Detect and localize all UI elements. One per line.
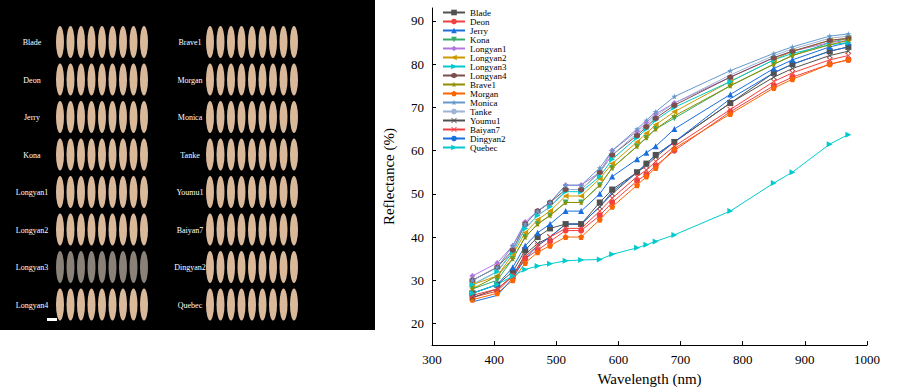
svg-text:Baiyan7: Baiyan7	[177, 226, 204, 235]
svg-text:900: 900	[795, 352, 815, 367]
svg-text:400: 400	[484, 352, 504, 367]
svg-text:20: 20	[411, 316, 424, 331]
svg-text:40: 40	[411, 230, 424, 245]
svg-text:Blade: Blade	[23, 38, 42, 47]
svg-text:Youmu1: Youmu1	[176, 188, 203, 197]
svg-text:Longyan1: Longyan1	[16, 188, 48, 197]
svg-text:Longyan3: Longyan3	[16, 263, 48, 272]
svg-text:Reflectance (%): Reflectance (%)	[381, 128, 398, 225]
svg-text:Morgan: Morgan	[470, 88, 499, 99]
svg-text:Wavelength (nm): Wavelength (nm)	[597, 371, 701, 388]
svg-text:Jerry: Jerry	[24, 113, 40, 122]
svg-text:Brave1: Brave1	[178, 38, 201, 47]
svg-text:Longyan4: Longyan4	[470, 70, 507, 81]
svg-text:80: 80	[411, 57, 424, 72]
svg-text:60: 60	[411, 143, 424, 158]
svg-text:Kona: Kona	[470, 34, 490, 45]
svg-text:50: 50	[411, 186, 424, 201]
svg-text:Dingyan2: Dingyan2	[174, 263, 206, 272]
svg-text:300: 300	[422, 352, 442, 367]
svg-text:Kona: Kona	[23, 151, 41, 160]
svg-text:Baiyan7: Baiyan7	[470, 124, 500, 135]
svg-text:Brave1: Brave1	[470, 79, 496, 90]
svg-text:Deon: Deon	[470, 16, 490, 27]
svg-text:600: 600	[609, 352, 629, 367]
svg-text:Longyan2: Longyan2	[16, 226, 48, 235]
svg-text:Quebec: Quebec	[178, 301, 203, 310]
svg-text:Monica: Monica	[470, 97, 498, 108]
svg-text:Deon: Deon	[23, 76, 40, 85]
svg-text:1000: 1000	[854, 352, 880, 367]
svg-text:800: 800	[733, 352, 753, 367]
svg-text:90: 90	[411, 13, 424, 28]
svg-text:Longyan4: Longyan4	[16, 301, 48, 310]
svg-text:Tanke: Tanke	[180, 151, 200, 160]
svg-text:Youmu1: Youmu1	[470, 115, 501, 126]
svg-text:Longyan3: Longyan3	[470, 61, 507, 72]
svg-text:Blade: Blade	[470, 7, 491, 18]
svg-text:700: 700	[671, 352, 691, 367]
svg-text:Jerry: Jerry	[470, 25, 488, 36]
svg-text:Longyan1: Longyan1	[470, 43, 507, 54]
svg-text:Monica: Monica	[178, 113, 203, 122]
svg-text:70: 70	[411, 100, 424, 115]
svg-text:500: 500	[547, 352, 567, 367]
svg-text:Quebec: Quebec	[470, 143, 497, 153]
svg-text:30: 30	[411, 273, 424, 288]
svg-text:Dingyan2: Dingyan2	[470, 133, 506, 144]
svg-text:Longyan2: Longyan2	[470, 52, 507, 63]
svg-text:Morgan: Morgan	[177, 76, 202, 85]
svg-text:Tanke: Tanke	[470, 106, 492, 117]
